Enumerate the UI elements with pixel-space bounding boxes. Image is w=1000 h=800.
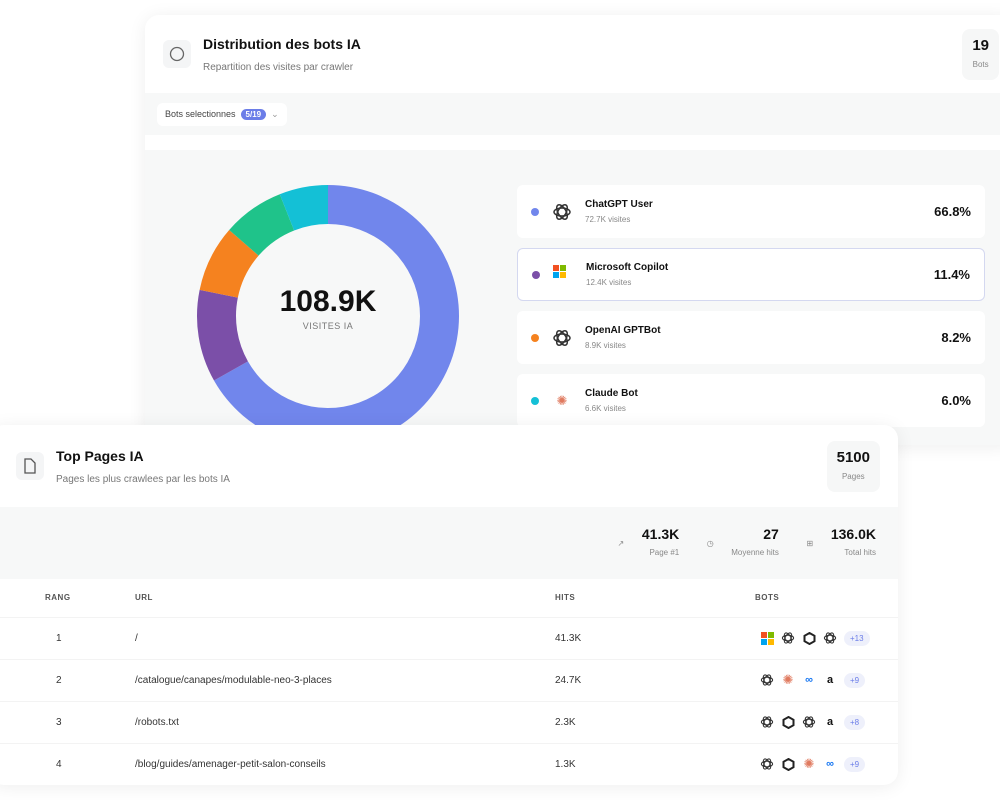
amazon-icon: a xyxy=(826,716,834,728)
kpi-row: ↗ 41.3K Page #1 ◷ 27 Moyenne hits ⊞ 136.0K Total… xyxy=(0,507,898,579)
claude-icon: ✺ xyxy=(782,672,794,687)
microsoft-icon xyxy=(552,264,574,286)
kpi: ◷ 27 Moyenne hits xyxy=(699,523,779,563)
kpi: ↗ 41.3K Page #1 xyxy=(610,523,680,563)
kpi: ⊞ 136.0K Total hits xyxy=(799,523,876,563)
openai-icon xyxy=(760,757,774,771)
donut-slice[interactable] xyxy=(199,229,259,298)
top-pages-card: Top Pages IA Pages les plus crawlees par… xyxy=(0,425,898,785)
openai-icon xyxy=(760,673,774,687)
table-row[interactable]: 1/41.3K +13 xyxy=(0,616,898,659)
meta-icon: ∞ xyxy=(826,758,834,771)
page-url[interactable]: / xyxy=(135,616,555,659)
more-bots-badge[interactable]: +9 xyxy=(844,756,866,772)
file-icon xyxy=(16,452,44,480)
bot-legend: ChatGPT User 72.7K visites 66.8% Microsoft … xyxy=(517,185,985,437)
grid-icon: ⊞ xyxy=(806,538,814,548)
openai-icon xyxy=(551,201,573,223)
hits: 24.7K xyxy=(555,658,755,701)
color-dot xyxy=(532,270,540,279)
page-url[interactable]: /catalogue/canapes/modulable-neo-3-place… xyxy=(135,658,555,701)
rank: 2 xyxy=(0,658,135,701)
bot-name: Microsoft Copilot xyxy=(586,262,669,273)
openai-icon xyxy=(823,631,837,645)
color-dot xyxy=(531,396,539,405)
bot-visits: 72.7K visites xyxy=(585,215,631,224)
color-dot xyxy=(531,207,539,216)
card-title: Distribution des bots IA xyxy=(203,35,361,52)
color-dot xyxy=(531,333,539,342)
bot-name: Claude Bot xyxy=(585,388,638,399)
openai-icon xyxy=(802,715,816,729)
top-pages-table: RANG URL HITS BOTS 1/41.3K +13 2/catalogue… xyxy=(0,579,898,785)
claude-icon: ✺ xyxy=(803,756,815,772)
openai-icon xyxy=(551,327,573,349)
clock-icon: ◷ xyxy=(706,538,714,548)
more-bots-badge[interactable]: +8 xyxy=(844,714,866,730)
chevron-down-icon: ⌄ xyxy=(271,108,279,119)
perplexity-icon xyxy=(802,631,816,645)
bot-name: OpenAI GPTBot xyxy=(585,325,661,336)
table-row[interactable]: 3/robots.txt 2.3K a +8 xyxy=(0,700,898,743)
bot-name: ChatGPT User xyxy=(585,199,653,210)
bot-visits: 8.9K visites xyxy=(585,341,626,350)
hits: 1.3K xyxy=(555,742,755,785)
bot-percentage: 11.4% xyxy=(933,267,970,282)
hits: 2.3K xyxy=(555,700,755,743)
bot-percentage: 6.0% xyxy=(941,393,971,408)
more-bots-badge[interactable]: +9 xyxy=(844,672,866,688)
bots-count: 19 Bots xyxy=(962,28,999,80)
bot-legend-item[interactable]: ChatGPT User 72.7K visites 66.8% xyxy=(517,185,985,238)
total-visits-label: VISITES IA xyxy=(302,321,354,331)
bot-distribution-card: Distribution des bots IA Repartition des… xyxy=(145,15,1000,447)
card-subtitle: Pages les plus crawlees par les bots IA xyxy=(56,473,230,485)
more-bots-badge[interactable]: +13 xyxy=(844,630,870,646)
pages-count: 5100 Pages xyxy=(826,440,880,492)
hits: 41.3K xyxy=(555,616,755,659)
perplexity-icon xyxy=(781,715,795,729)
amazon-icon: a xyxy=(826,674,834,686)
microsoft-icon xyxy=(760,631,774,645)
donut-slice[interactable] xyxy=(197,289,248,381)
rank: 3 xyxy=(0,700,135,743)
total-visits: 108.9K xyxy=(279,285,377,318)
trending-up-icon: ↗ xyxy=(617,538,625,548)
openai-icon xyxy=(760,715,774,729)
rank: 1 xyxy=(0,616,135,659)
circle-icon xyxy=(163,40,191,68)
bot-legend-item[interactable]: ✺ Claude Bot 6.6K visites 6.0% xyxy=(517,374,985,427)
bot-legend-item[interactable]: OpenAI GPTBot 8.9K visites 8.2% xyxy=(517,311,985,364)
claude-icon: ✺ xyxy=(556,392,568,408)
page-url[interactable]: /blog/guides/amenager-petit-salon-consei… xyxy=(135,742,555,785)
table-row[interactable]: 2/catalogue/canapes/modulable-neo-3-plac… xyxy=(0,658,898,701)
donut-slice[interactable] xyxy=(214,185,459,447)
bot-legend-item[interactable]: Microsoft Copilot 12.4K visites 11.4% xyxy=(517,248,985,301)
openai-icon xyxy=(781,631,795,645)
card-subtitle: Repartition des visites par crawler xyxy=(203,61,354,73)
table-row[interactable]: 4/blog/guides/amenager-petit-salon-conse… xyxy=(0,742,898,785)
perplexity-icon xyxy=(781,757,795,771)
card-title: Top Pages IA xyxy=(56,447,144,464)
donut-slice[interactable] xyxy=(279,185,328,231)
bots-filter-dropdown[interactable]: Bots selectionnes 5/19 ⌄ xyxy=(157,102,287,126)
bot-visits: 12.4K visites xyxy=(586,278,632,287)
meta-icon: ∞ xyxy=(805,674,813,686)
bot-percentage: 66.8% xyxy=(934,204,971,219)
donut-chart xyxy=(197,185,459,447)
page-url[interactable]: /robots.txt xyxy=(135,700,555,743)
rank: 4 xyxy=(0,742,135,785)
bot-visits: 6.6K visites xyxy=(585,404,626,413)
donut-slice[interactable] xyxy=(229,194,295,256)
bot-percentage: 8.2% xyxy=(941,330,971,345)
